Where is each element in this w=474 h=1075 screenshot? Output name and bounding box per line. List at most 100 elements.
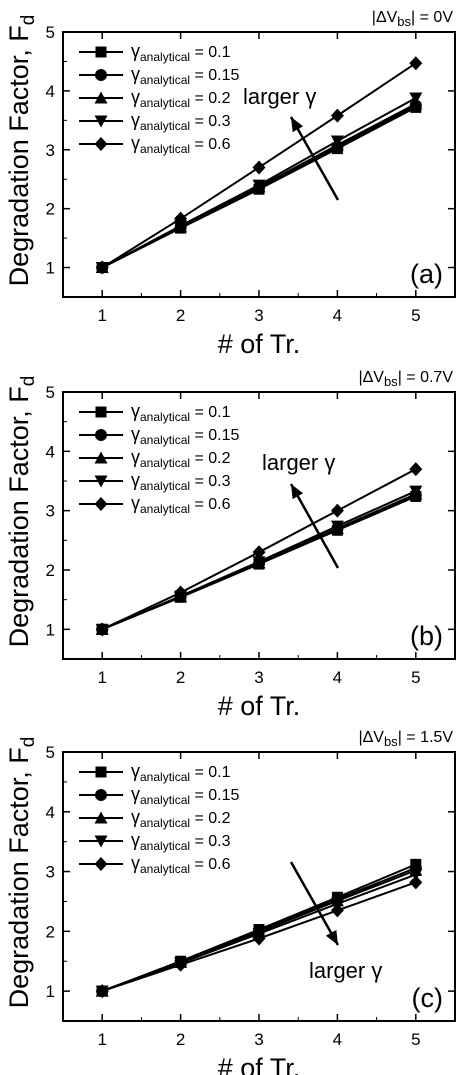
y-tick-label: 4 xyxy=(46,82,55,101)
x-tick-label: 2 xyxy=(176,668,185,687)
legend-marker xyxy=(94,835,108,848)
legend-entry: γanalytical = 0.6 xyxy=(131,493,231,516)
y-tick-label: 1 xyxy=(46,259,55,278)
legend-entry: γanalytical = 0.1 xyxy=(131,761,231,784)
y-tick-label: 4 xyxy=(46,442,55,461)
legend-marker xyxy=(94,811,108,824)
annotation-arrow-shaft xyxy=(289,861,340,946)
y-tick-label: 3 xyxy=(46,502,55,521)
data-point xyxy=(409,56,423,71)
x-tick-label: 3 xyxy=(254,1030,263,1049)
annotation-arrow-head xyxy=(325,929,338,945)
annotation-arrow-head xyxy=(291,117,304,133)
legend-entry: γanalytical = 0.2 xyxy=(131,807,231,830)
chart-panel-a: 1 2 3 4 5 1 2 3 4 5 # of Tr. Degradation Factor, Fd… xyxy=(4,9,456,359)
legend-entry: γanalytical = 0.1 xyxy=(131,41,231,64)
legend-marker xyxy=(94,91,108,104)
legend-marker xyxy=(94,475,108,488)
data-point xyxy=(330,135,344,148)
y-tick-label: 5 xyxy=(46,743,55,762)
data-point xyxy=(174,220,188,233)
legend-entry: γanalytical = 0.15 xyxy=(131,784,240,807)
y-tick-label: 3 xyxy=(46,141,55,160)
plot-frame xyxy=(62,751,456,1022)
y-axis-title: Degradation Factor, Fd xyxy=(4,15,39,287)
x-tick-label: 4 xyxy=(333,1030,342,1049)
legend-marker xyxy=(95,46,107,58)
x-axis-title: # of Tr. xyxy=(218,329,301,359)
legend-entry: γanalytical = 0.2 xyxy=(131,87,231,110)
data-point xyxy=(409,462,423,477)
data-point xyxy=(330,520,344,533)
legend-entry: γanalytical = 0.3 xyxy=(131,470,231,493)
x-axis-title: # of Tr. xyxy=(218,1053,301,1075)
annotation-label: larger γ xyxy=(309,958,382,983)
y-tick-label: 1 xyxy=(46,620,55,639)
data-point xyxy=(95,622,109,637)
data-point xyxy=(330,503,344,518)
data-point xyxy=(95,260,109,275)
data-point xyxy=(409,875,423,890)
legend-marker xyxy=(94,137,108,151)
legend-marker xyxy=(95,406,107,418)
data-point xyxy=(409,869,423,882)
x-tick-label: 1 xyxy=(97,668,106,687)
x-tick-label: 2 xyxy=(176,1030,185,1049)
y-tick-label: 1 xyxy=(46,982,55,1001)
y-axis-title: Degradation Factor, Fd xyxy=(4,737,39,1009)
data-point xyxy=(174,211,188,226)
y-tick-label: 4 xyxy=(46,803,55,822)
data-point xyxy=(252,179,266,192)
panel-label: (b) xyxy=(410,621,443,651)
y-tick-label: 2 xyxy=(46,922,55,941)
data-point xyxy=(174,957,188,972)
data-point xyxy=(409,92,423,105)
annotation-label: larger γ xyxy=(243,84,316,109)
legend-entry: γanalytical = 0.3 xyxy=(131,110,231,133)
condition-label: |ΔVbs| = 0V xyxy=(372,9,454,29)
data-point xyxy=(330,903,344,918)
y-tick-label: 3 xyxy=(46,863,55,882)
annotation-arrow-head xyxy=(291,484,304,500)
condition-label: |ΔVbs| = 1.5V xyxy=(358,729,453,749)
data-point xyxy=(409,485,423,498)
legend-marker xyxy=(95,789,107,801)
legend-marker xyxy=(94,451,108,464)
annotation-arrow-shaft xyxy=(289,483,340,569)
legend-marker xyxy=(94,857,108,871)
legend-marker xyxy=(94,115,108,128)
x-tick-label: 3 xyxy=(254,306,263,325)
x-tick-label: 1 xyxy=(97,306,106,325)
x-tick-label: 4 xyxy=(333,668,342,687)
y-tick-label: 5 xyxy=(46,383,55,402)
x-tick-label: 1 xyxy=(97,1030,106,1049)
legend-entry: γanalytical = 0.15 xyxy=(131,64,240,87)
x-axis-title: # of Tr. xyxy=(218,691,301,721)
panel-label: (a) xyxy=(410,259,443,289)
data-point xyxy=(330,108,344,123)
legend-entry: γanalytical = 0.3 xyxy=(131,830,231,853)
y-axis-title: Degradation Factor, Fd xyxy=(4,376,39,648)
x-tick-label: 5 xyxy=(411,1030,420,1049)
legend-marker xyxy=(95,69,107,81)
x-tick-label: 5 xyxy=(411,668,420,687)
plot-frame xyxy=(62,391,456,660)
legend-marker xyxy=(95,766,107,778)
annotation-arrow-shaft xyxy=(289,116,340,201)
data-point xyxy=(95,984,109,999)
panel-label: (c) xyxy=(412,983,443,1013)
x-tick-label: 3 xyxy=(254,668,263,687)
x-tick-label: 5 xyxy=(411,306,420,325)
legend-marker xyxy=(95,429,107,441)
chart-panel-b: 1 2 3 4 5 1 2 3 4 5 # of Tr. Degradation Factor, Fd… xyxy=(4,369,456,721)
legend-entry: γanalytical = 0.15 xyxy=(131,424,240,447)
legend-entry: γanalytical = 0.2 xyxy=(131,447,231,470)
legend-entry: γanalytical = 0.6 xyxy=(131,133,231,156)
data-point xyxy=(252,931,266,946)
data-point xyxy=(252,556,266,569)
data-point xyxy=(252,545,266,560)
